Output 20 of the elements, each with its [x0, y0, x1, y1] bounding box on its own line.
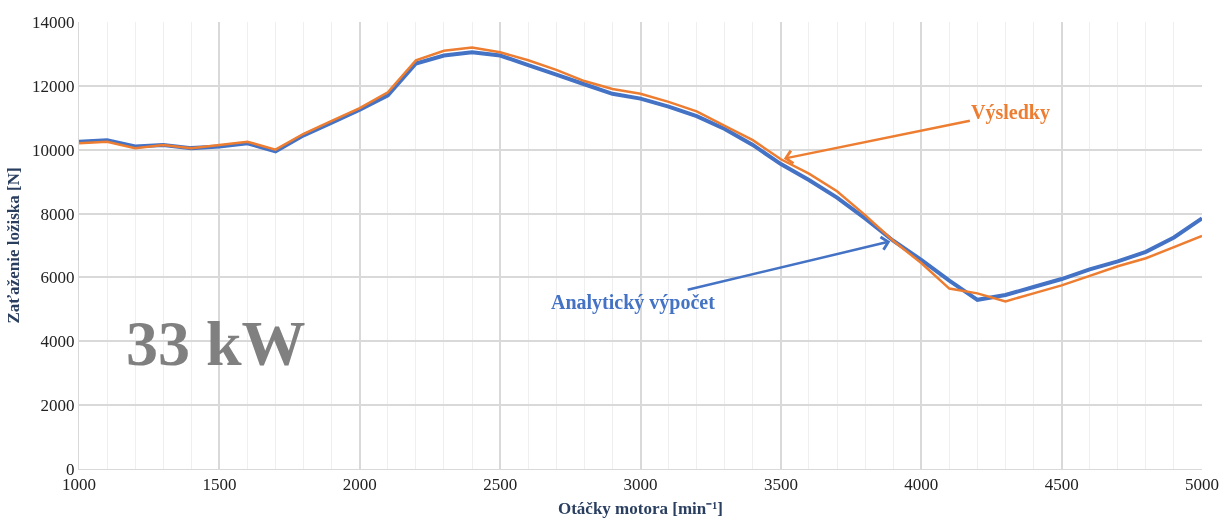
- x-tick-label: 5000: [1185, 475, 1219, 495]
- x-tick-label: 2000: [342, 475, 377, 495]
- y-tick-label: 12000: [32, 76, 75, 96]
- text: Výsledky: [971, 101, 1050, 124]
- y-axis-title: Zaťaženie ložiska [N]: [3, 167, 23, 324]
- y-tick-label: 2000: [40, 396, 75, 416]
- y-tick-label: 4000: [40, 332, 75, 352]
- y-tick-label: 6000: [40, 268, 75, 288]
- text: Analytický výpočet: [551, 291, 716, 314]
- x-axis-title: Otáčky motora [min⁻¹]: [557, 498, 724, 518]
- x-tick-label: 4500: [1044, 475, 1079, 495]
- x-tick-label: 1500: [202, 475, 237, 495]
- y-tick-label: 8000: [40, 204, 75, 224]
- y-tick-label: 14000: [32, 12, 75, 32]
- annotation: 33 kW: [126, 308, 306, 379]
- x-tick-label: 4000: [904, 475, 939, 495]
- x-tick-label: 3000: [623, 475, 658, 495]
- x-tick-label: 2500: [483, 475, 518, 495]
- y-tick-label: 10000: [32, 140, 75, 160]
- x-tick-label: 3500: [763, 475, 798, 495]
